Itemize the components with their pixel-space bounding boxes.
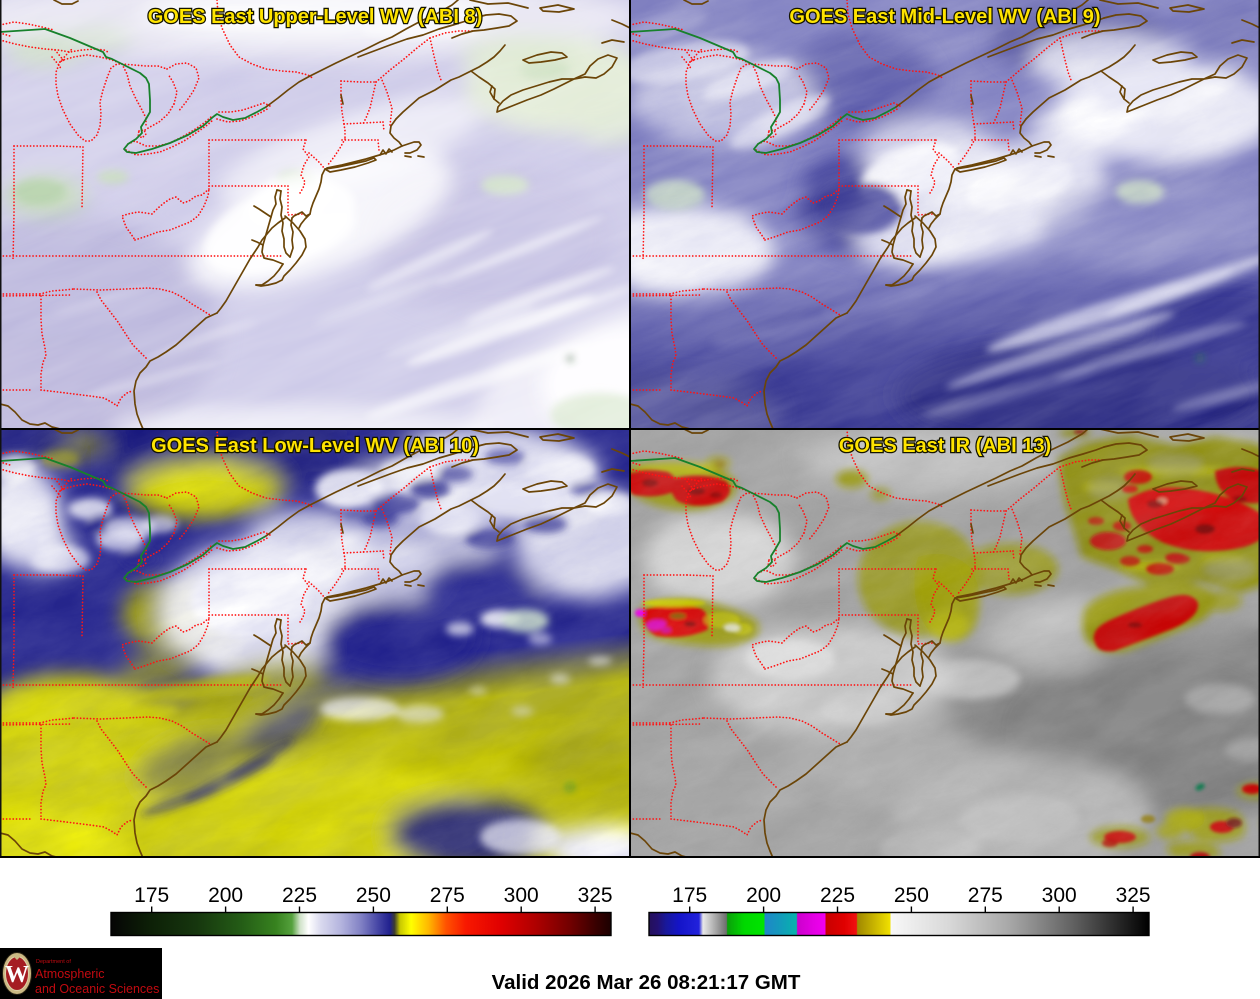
svg-text:325: 325 xyxy=(1116,884,1151,907)
svg-text:GOES East IR (ABI 13): GOES East IR (ABI 13) xyxy=(839,435,1051,457)
svg-text:175: 175 xyxy=(134,884,169,907)
svg-text:300: 300 xyxy=(1042,884,1077,907)
svg-text:W: W xyxy=(5,962,29,988)
svg-text:GOES East Low-Level WV (ABI 10: GOES East Low-Level WV (ABI 10) xyxy=(151,435,479,457)
svg-text:250: 250 xyxy=(894,884,929,907)
svg-text:275: 275 xyxy=(430,884,465,907)
svg-text:GOES East Upper-Level WV (ABI: GOES East Upper-Level WV (ABI 8) xyxy=(148,6,483,28)
svg-text:225: 225 xyxy=(282,884,317,907)
svg-text:300: 300 xyxy=(504,884,539,907)
svg-text:200: 200 xyxy=(208,884,243,907)
svg-text:175: 175 xyxy=(672,884,707,907)
svg-text:Department of: Department of xyxy=(36,959,71,965)
svg-text:250: 250 xyxy=(356,884,391,907)
svg-text:225: 225 xyxy=(820,884,855,907)
svg-text:and Oceanic Sciences: and Oceanic Sciences xyxy=(35,982,159,996)
svg-text:200: 200 xyxy=(746,884,781,907)
svg-text:GOES East Mid-Level WV (ABI 9): GOES East Mid-Level WV (ABI 9) xyxy=(789,6,1100,28)
svg-text:Valid 2026 Mar 26 08:21:17 GMT: Valid 2026 Mar 26 08:21:17 GMT xyxy=(492,971,801,994)
svg-text:Atmospheric: Atmospheric xyxy=(35,967,104,981)
svg-text:275: 275 xyxy=(968,884,1003,907)
svg-text:325: 325 xyxy=(578,884,613,907)
